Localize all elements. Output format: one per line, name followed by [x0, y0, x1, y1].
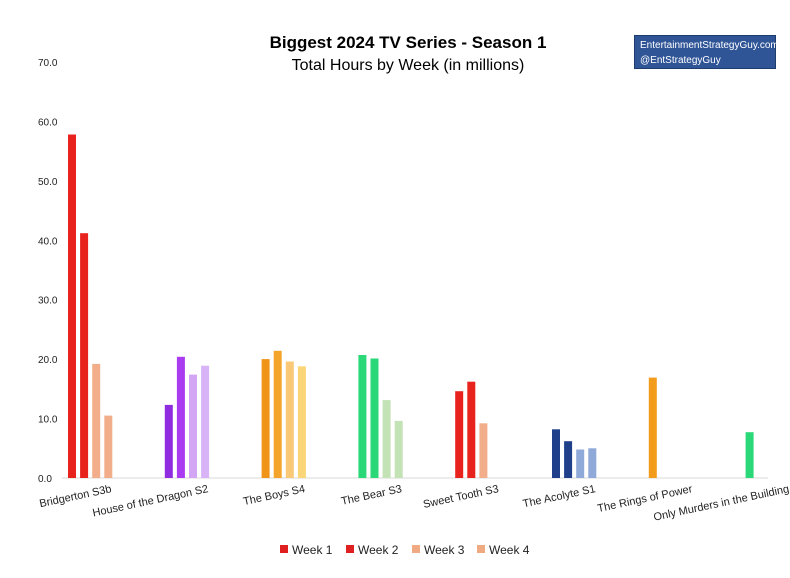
bar — [370, 358, 379, 478]
bar — [394, 420, 403, 478]
bar — [92, 363, 101, 478]
y-tick-label: 70.0 — [38, 58, 58, 69]
y-tick-label: 20.0 — [38, 355, 58, 366]
brand-box: EntertainmentStrategyGuy.com @EntStrateg… — [634, 35, 779, 69]
bar — [80, 233, 89, 478]
bar — [261, 359, 270, 478]
bar — [576, 449, 585, 478]
bar — [588, 448, 597, 478]
chart-title: Biggest 2024 TV Series - Season 1 — [270, 33, 547, 52]
bar — [273, 350, 282, 478]
y-tick-label: 50.0 — [38, 177, 58, 188]
bar — [648, 377, 657, 478]
y-tick-label: 10.0 — [38, 415, 58, 426]
legend-swatch — [346, 545, 354, 553]
bar — [552, 429, 560, 478]
legend-swatch — [477, 545, 485, 553]
bar — [297, 366, 306, 478]
legend-label: Week 1 — [292, 543, 333, 557]
y-tick-label: 40.0 — [38, 236, 58, 247]
bar — [467, 381, 476, 478]
legend-label: Week 2 — [358, 543, 399, 557]
legend-label: Week 3 — [424, 543, 465, 557]
y-tick-label: 30.0 — [38, 296, 58, 307]
legend-swatch — [280, 545, 288, 553]
y-tick-label: 0.0 — [38, 474, 52, 485]
bar — [164, 404, 173, 478]
bar — [455, 391, 464, 478]
bar — [176, 356, 185, 478]
bar — [358, 355, 367, 478]
y-axis: 0.0 10.0 20.0 30.0 40.0 50.0 60.0 70.0 — [38, 58, 58, 485]
bar — [104, 415, 113, 478]
brand-handle: @EntStrategyGuy — [640, 55, 721, 66]
x-tick-label: Sweet Tooth S3 — [422, 483, 500, 511]
bar — [564, 441, 573, 478]
bar — [382, 400, 391, 478]
chart-subtitle: Total Hours by Week (in millions) — [292, 57, 525, 74]
y-tick-label: 60.0 — [38, 117, 58, 128]
x-tick-label: The Acolyte S1 — [522, 483, 597, 510]
bar — [285, 361, 294, 478]
x-tick-label: The Boys S4 — [242, 483, 306, 508]
x-tick-label: The Bear S3 — [340, 483, 403, 508]
bars-group — [68, 134, 754, 478]
bar — [745, 432, 754, 478]
legend-swatch — [412, 545, 420, 553]
bar — [189, 374, 197, 478]
legend: Week 1 Week 2 Week 3 Week 4 — [280, 543, 530, 557]
bar — [479, 423, 488, 478]
bar — [201, 365, 210, 478]
bar — [68, 134, 76, 478]
brand-website: EntertainmentStrategyGuy.com — [640, 40, 779, 51]
legend-label: Week 4 — [489, 543, 530, 557]
